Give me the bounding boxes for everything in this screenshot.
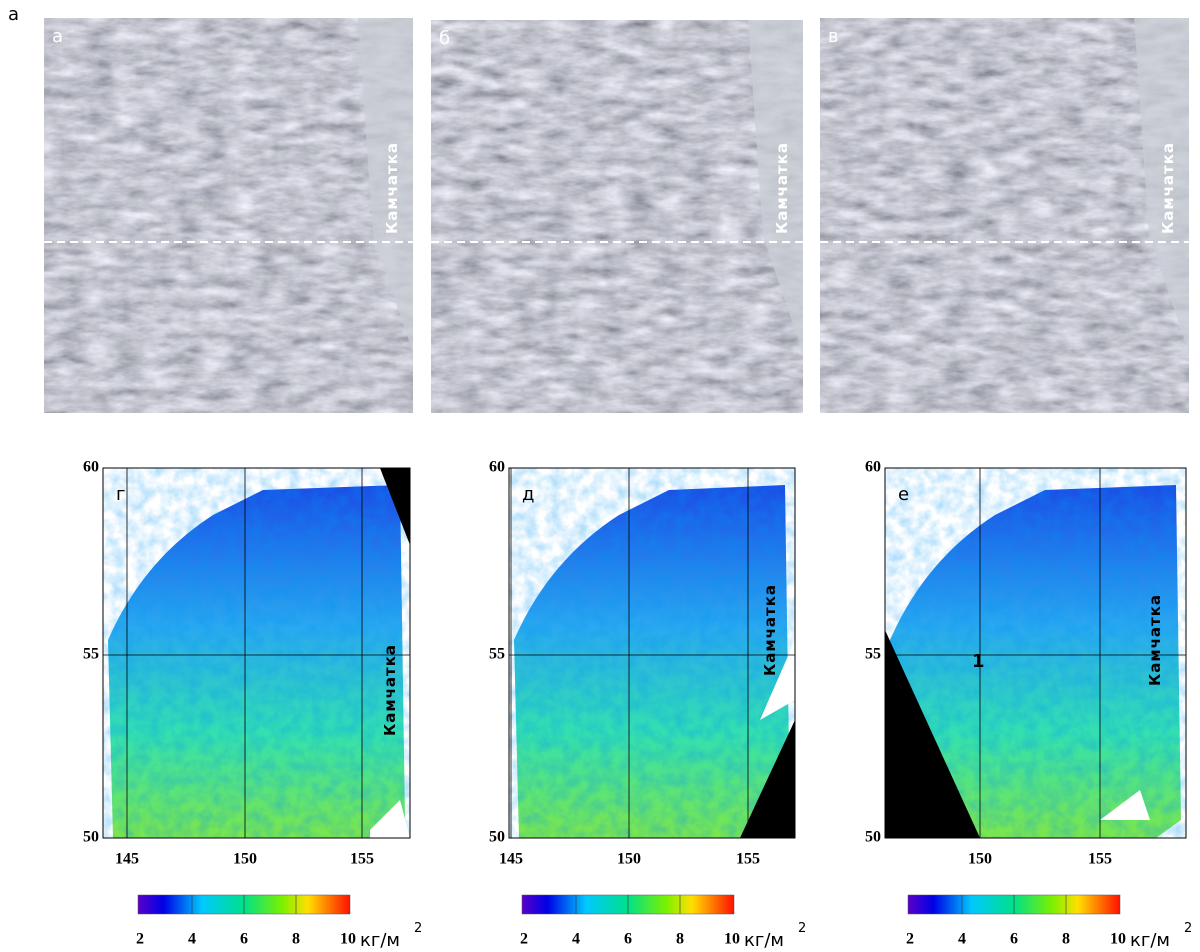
x-tick-label: 150 — [968, 851, 992, 868]
region-label: Камчатка — [1146, 594, 1164, 686]
y-tick-label: 50 — [865, 829, 881, 846]
colorbar-label: 6 — [240, 931, 248, 948]
colorbar-unit: кг/м — [744, 930, 784, 951]
region-label: Камчатка — [383, 142, 401, 234]
x-tick-label: 155 — [1088, 851, 1112, 868]
cloud-texture — [431, 20, 803, 413]
x-tick-label: 145 — [499, 851, 523, 868]
colorbar-label: 2 — [520, 931, 528, 948]
x-tick-label: 150 — [617, 851, 641, 868]
figure: а а Камчатка б Камчатка в Камчатка г Камчатка 60 5… — [0, 0, 1200, 952]
colorbar-label: 4 — [188, 931, 196, 948]
x-tick-label: 145 — [115, 851, 139, 868]
noise — [509, 468, 795, 838]
colorbar-label: 10 — [724, 931, 740, 948]
x-tick-label: 155 — [350, 851, 374, 868]
y-tick-label: 60 — [865, 459, 881, 476]
point-marker: 1 — [972, 651, 985, 672]
colorbar-unit: кг/м — [1130, 930, 1170, 951]
colorbar-unit-exponent: 2 — [798, 921, 806, 936]
colorbar-label: 8 — [676, 931, 684, 948]
colorbar-label: 2 — [906, 931, 914, 948]
panel-label: а — [52, 26, 63, 47]
colorbar-label: 2 — [136, 931, 144, 948]
cloud-texture — [820, 18, 1189, 413]
y-tick-label: 55 — [865, 646, 881, 663]
x-tick-label: 150 — [233, 851, 257, 868]
region-label: Камчатка — [381, 644, 399, 736]
colorbar-unit-exponent: 2 — [1184, 921, 1192, 936]
y-tick-label: 50 — [489, 829, 505, 846]
colorbar-label: 8 — [292, 931, 300, 948]
panel-label: д — [522, 484, 534, 505]
colorbar-label: 4 — [958, 931, 966, 948]
colorbar-label: 4 — [572, 931, 580, 948]
y-tick-label: 55 — [489, 646, 505, 663]
y-tick-label: 50 — [83, 829, 99, 846]
panel-label: е — [898, 484, 909, 505]
panel-label: в — [828, 26, 839, 47]
region-label: Камчатка — [773, 142, 791, 234]
colorbar-unit: кг/м — [360, 930, 400, 951]
colorbar-label: 8 — [1062, 931, 1070, 948]
x-tick-label: 155 — [736, 851, 760, 868]
y-tick-label: 60 — [489, 459, 505, 476]
y-tick-label: 55 — [83, 646, 99, 663]
y-tick-label: 60 — [83, 459, 99, 476]
cloud-texture — [44, 18, 413, 413]
colorbar-label: 10 — [1110, 931, 1126, 948]
colorbar-label: 6 — [1010, 931, 1018, 948]
panel-label: б — [439, 28, 450, 49]
panel-label: г — [116, 484, 125, 505]
noise — [103, 468, 410, 838]
colorbar-label: 10 — [340, 931, 356, 948]
region-label: Камчатка — [1159, 142, 1177, 234]
figure-label: а — [8, 4, 19, 25]
colorbar-unit-exponent: 2 — [414, 921, 422, 936]
colorbar-label: 6 — [624, 931, 632, 948]
region-label: Камчатка — [761, 584, 779, 676]
